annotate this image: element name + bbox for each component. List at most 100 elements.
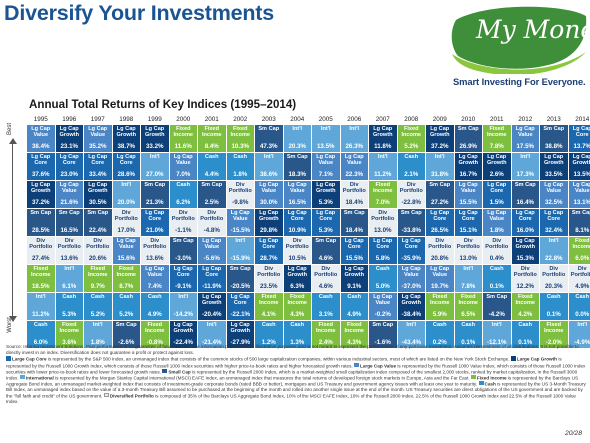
asset-class-label: Cash (147, 294, 162, 300)
return-cell: Fixed Income -0.8% (141, 321, 169, 348)
return-value: 16.5% (60, 227, 79, 235)
year-header: 2002 (233, 116, 248, 123)
asset-class-label: Sm Cap (87, 210, 109, 216)
legend-definition: is represented by the Morgan Stanley Cap… (53, 375, 471, 381)
legend-term: Fixed Income (476, 375, 507, 381)
return-value: -12.1% (486, 339, 507, 347)
asset-class-label: Lg Cap Core (544, 210, 564, 223)
asset-class-label: Cash (546, 294, 561, 300)
asset-class-label: Lg Cap Growth (458, 154, 479, 167)
return-cell: Sm Cap 16.5% (55, 209, 83, 236)
legend-definition: is represented by the Russell 1000 Value… (6, 363, 586, 375)
return-value: 38.6% (259, 171, 278, 179)
return-value: 32.5% (544, 199, 563, 207)
legend-term: International (25, 375, 54, 381)
return-cell: Lg Cap Growth 23.1% (55, 125, 83, 152)
legend-definition: is represented by the US 3-Month Treasur… (6, 381, 586, 399)
return-value: 2.5% (204, 199, 219, 207)
return-value: 23.5% (259, 283, 278, 291)
return-value: 7.1% (318, 171, 333, 179)
asset-class-label: Cash (204, 154, 219, 160)
return-cell: Int'l 26.3% (340, 125, 368, 152)
return-cell: Lg Cap Value 30.0% (255, 181, 283, 208)
return-value: 37.2% (31, 199, 50, 207)
return-cell: Lg Cap Growth 16.7% (454, 153, 482, 180)
return-cell: Lg Cap Growth 38.7% (112, 125, 140, 152)
return-cell: Fixed Income 9.7% (84, 265, 112, 292)
return-value: -14.2% (173, 311, 194, 319)
return-value: 33.4% (88, 171, 107, 179)
return-value: -2.0% (545, 339, 562, 347)
return-cell: Fixed Income -2.0% (540, 321, 568, 348)
asset-class-label: Cash (575, 294, 590, 300)
return-value: 6.0% (33, 339, 48, 347)
year-header: 2001 (204, 116, 219, 123)
legend-swatch (478, 380, 484, 386)
return-value: -4.9% (574, 339, 590, 347)
asset-class-label: Fixed Income (315, 322, 336, 335)
asset-class-label: Int'l (577, 322, 588, 328)
asset-class-label: Int'l (463, 266, 474, 272)
year-header: 2013 (546, 116, 561, 123)
legend-term: Diversified Portfolio (109, 393, 154, 399)
return-cell: Lg Cap Core 5.3% (312, 209, 340, 236)
return-cell: Int'l 11.2% (369, 153, 397, 180)
return-value: -4.8% (203, 227, 220, 235)
return-cell: Lg Cap Value 38.4% (27, 125, 55, 152)
return-value: 4.9% (147, 311, 162, 319)
return-value: 26.5% (430, 227, 449, 235)
asset-class-label: Lg Cap Core (287, 210, 307, 223)
asset-class-label: Lg Cap Value (544, 182, 564, 195)
return-value: -37.0% (401, 283, 422, 291)
return-cell: Lg Cap Growth 33.5% (540, 153, 568, 180)
return-cell: Div Portfolio 4.9% (568, 265, 590, 292)
return-value: 37.6% (31, 171, 50, 179)
return-value: 0.1% (489, 283, 504, 291)
asset-class-label: Div Portfolio (228, 182, 252, 195)
return-value: 17.5% (516, 143, 535, 151)
year-header: 2003 (261, 116, 276, 123)
return-value: 20.6% (88, 255, 107, 263)
return-value: 38.4% (31, 143, 50, 151)
return-value: 28.7% (259, 255, 278, 263)
asset-class-label: Fixed Income (144, 322, 165, 335)
asset-class-label: Fixed Income (201, 126, 222, 139)
asset-class-label: Cash (261, 322, 276, 328)
return-value: 3.1% (318, 311, 333, 319)
return-cell: Fixed Income 10.3% (226, 125, 254, 152)
return-cell: Lg Cap Core 16.0% (511, 209, 539, 236)
asset-class-label: Lg Cap Value (373, 294, 393, 307)
return-value: 13.0% (373, 227, 392, 235)
asset-class-label: Lg Cap Growth (173, 322, 194, 335)
return-cell: Cash 4.9% (340, 293, 368, 320)
asset-class-label: Lg Cap Value (316, 154, 336, 167)
asset-class-label: Lg Cap Growth (515, 238, 536, 251)
return-value: -20.5% (230, 283, 251, 291)
asset-class-label: Int'l (92, 322, 103, 328)
return-cell: Cash 6.0% (27, 321, 55, 348)
return-cell: Sm Cap -1.6% (369, 321, 397, 348)
return-value: 1.8% (90, 339, 105, 347)
return-value: 13.1% (573, 199, 590, 207)
return-cell: Sm Cap -2.6% (112, 321, 140, 348)
return-cell: Lg Cap Growth 11.8% (369, 125, 397, 152)
return-cell: Int'l -21.4% (198, 321, 226, 348)
return-value: 5.0% (375, 283, 390, 291)
asset-class-label: Div Portfolio (456, 238, 480, 251)
asset-class-label: Lg Cap Growth (486, 154, 507, 167)
asset-class-label: Lg Cap Core (59, 154, 79, 167)
return-cell: Lg Cap Value -5.6% (198, 237, 226, 264)
asset-class-label: Lg Cap Value (287, 182, 307, 195)
return-value: -11.9% (202, 283, 222, 291)
return-cell: Cash 0.1% (511, 321, 539, 348)
asset-class-label: Lg Cap Value (59, 182, 79, 195)
asset-class-label: Fixed Income (59, 322, 80, 335)
return-value: 7.8% (489, 143, 504, 151)
return-cell: Lg Cap Value 35.2% (84, 125, 112, 152)
return-value: 8.7% (119, 283, 134, 291)
page-number: 20/28 (564, 430, 582, 437)
return-value: 2.6% (489, 171, 504, 179)
legend-term: Large Cap Core (12, 356, 47, 362)
return-cell: Fixed Income 11.6% (169, 125, 197, 152)
asset-class-label: Sm Cap (543, 126, 565, 132)
